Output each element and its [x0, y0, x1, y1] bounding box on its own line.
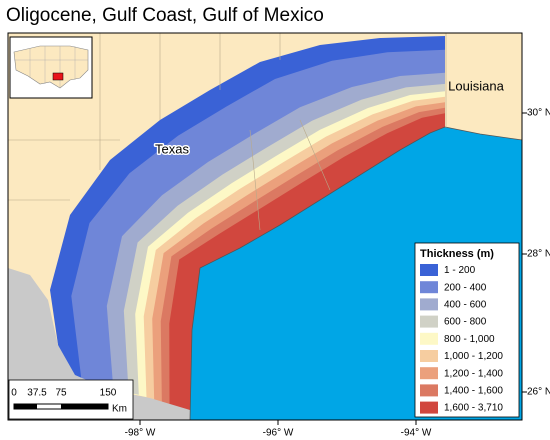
- legend-label: 1,000 - 1,200: [444, 351, 503, 362]
- latitude-label: 26° N: [527, 387, 550, 398]
- legend-swatch: [420, 384, 438, 397]
- scale-label: 0: [11, 388, 17, 399]
- longitude-label: -96° W: [263, 428, 294, 439]
- scale-bar: [8, 379, 134, 420]
- legend-swatch: [420, 401, 438, 414]
- longitude-ticks: [139, 420, 417, 425]
- legend-label: 1,400 - 1,600: [444, 386, 503, 397]
- legend-label: 1 - 200: [444, 265, 476, 276]
- legend-swatch: [420, 298, 438, 311]
- latitude-label: 30° N: [527, 108, 550, 119]
- scale-label: 150: [100, 388, 117, 399]
- longitude-label: -94° W: [401, 428, 432, 439]
- latitude-label: 28° N: [527, 249, 550, 260]
- legend-label: 1,200 - 1,400: [444, 368, 503, 379]
- legend-label: 200 - 400: [444, 282, 487, 293]
- legend-swatch: [420, 367, 438, 380]
- longitude-label: -98° W: [125, 428, 156, 439]
- legend-label: 1,600 - 3,710: [444, 403, 503, 414]
- scale-unit: Km: [112, 404, 127, 415]
- legend-swatch: [420, 332, 438, 345]
- scale-label: 75: [55, 388, 67, 399]
- latitude-ticks: [522, 112, 527, 393]
- legend-swatch: [420, 315, 438, 328]
- inset-map: [9, 36, 93, 99]
- legend-label: 600 - 800: [444, 317, 487, 328]
- map-title: Oligocene, Gulf Coast, Gulf of Mexico: [6, 5, 324, 26]
- legend-title: Thickness (m): [420, 248, 494, 260]
- legend-swatch: [420, 350, 438, 362]
- legend-label: 400 - 600: [444, 300, 487, 311]
- legend-swatch: [420, 264, 438, 276]
- state-label: Texas: [155, 141, 189, 156]
- state-label: Louisiana: [448, 78, 504, 93]
- county-lines: [8, 33, 447, 231]
- legend-swatch: [420, 281, 438, 294]
- legend-label: 800 - 1,000: [444, 334, 495, 345]
- scale-label: 37.5: [27, 388, 47, 399]
- legend: Thickness (m) 1 - 200 200 - 400 400 - 600 6…: [414, 242, 520, 418]
- map-frame: [7, 32, 523, 421]
